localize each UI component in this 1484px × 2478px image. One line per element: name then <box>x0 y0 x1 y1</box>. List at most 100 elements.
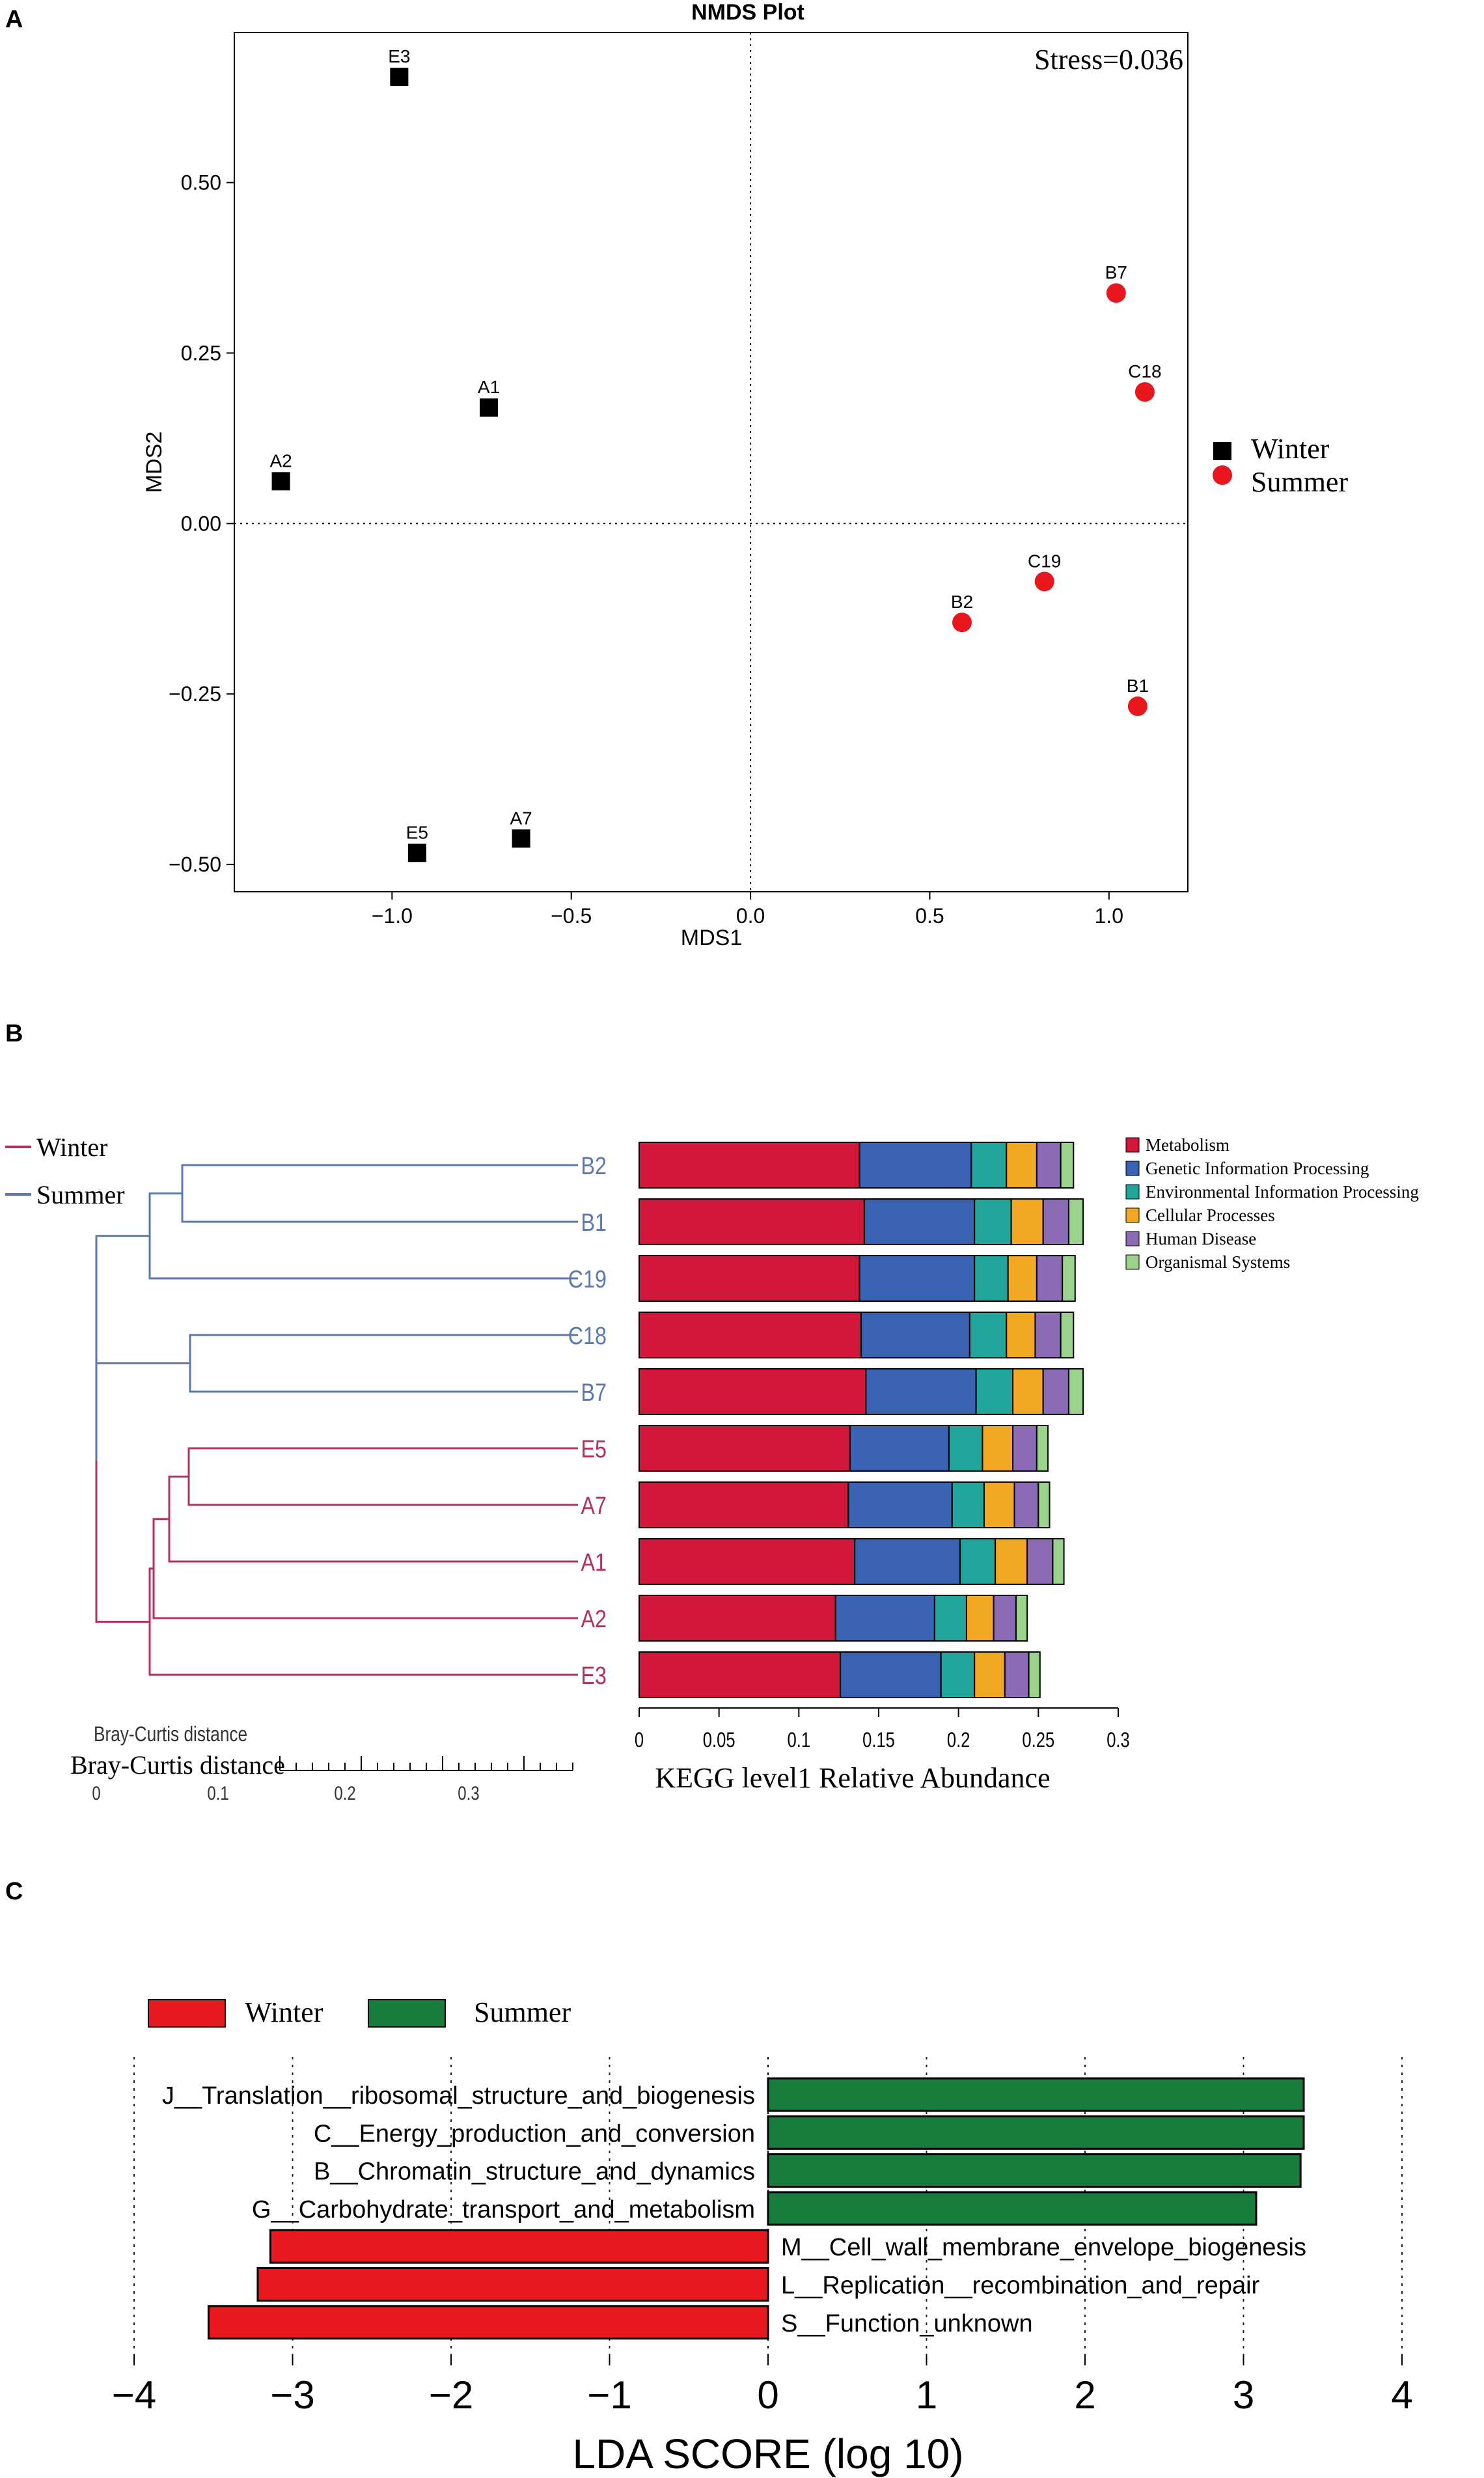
bar-B7-organismal-systems <box>1067 1368 1084 1415</box>
sample-label-B1: B1 <box>581 1209 607 1237</box>
bar-A7-metabolism <box>639 1481 849 1528</box>
legend-swatch <box>1125 1231 1140 1246</box>
sample-label-A7: A7 <box>581 1493 607 1520</box>
bar-B2-metabolism <box>639 1142 860 1189</box>
x-tick-label: 0.5 <box>915 904 944 928</box>
bar-E5-metabolism <box>639 1425 851 1472</box>
legend-summer-text: Summer <box>474 1996 571 2028</box>
point-A7 <box>512 829 530 848</box>
bar-C18-human-disease <box>1034 1312 1062 1358</box>
bar-A1-genetic-information-processing <box>854 1538 961 1585</box>
bar-A2-cellular-processes <box>965 1595 995 1642</box>
legend-winter-text: Winter <box>36 1133 107 1162</box>
y-tick-label: 0.50 <box>181 171 221 194</box>
bar-C18-cellular-processes <box>1006 1312 1036 1358</box>
legend-swatch <box>1125 1207 1140 1223</box>
bar-A2-environmental-information-processing <box>933 1595 967 1642</box>
point-label-A1: A1 <box>478 377 500 397</box>
x-tick-label: 0.15 <box>862 1729 895 1752</box>
legend-label: Cellular Processes <box>1146 1205 1275 1225</box>
bar-E3-organismal-systems <box>1028 1651 1041 1698</box>
panel-a-label: A <box>5 6 23 33</box>
lda-bar-s <box>207 2305 769 2340</box>
bar-C19-metabolism <box>639 1255 860 1302</box>
bar-E3-metabolism <box>639 1651 842 1698</box>
x-tick-label: 0.0 <box>736 904 765 928</box>
dendrogram <box>95 1164 578 1676</box>
lda-bar-label: S__Function_unknown <box>781 2310 1033 2337</box>
bar-A7-human-disease <box>1013 1481 1039 1528</box>
bar-B1-metabolism <box>639 1198 865 1245</box>
point-label-C18: C18 <box>1128 361 1161 381</box>
nmds-legend: Winter Summer <box>1213 433 1348 498</box>
point-label-C19: C19 <box>1028 551 1061 571</box>
bar-B7-metabolism <box>639 1368 867 1415</box>
bar-B2-cellular-processes <box>1006 1142 1037 1189</box>
x-tick-label: 1.0 <box>1095 904 1123 928</box>
point-A2 <box>271 472 290 491</box>
bar-A1-human-disease <box>1026 1538 1054 1585</box>
legend-summer-marker <box>1213 465 1232 485</box>
point-C19 <box>1034 571 1054 592</box>
bar-A1-organismal-systems <box>1052 1538 1065 1585</box>
sample-label-A2: A2 <box>581 1606 607 1633</box>
legend-swatch <box>1125 1137 1140 1153</box>
y-tick-label: −0.25 <box>169 682 221 706</box>
nmds-y-ticks: −0.50 −0.25 0.00 0.25 0.50 <box>169 171 234 876</box>
lda-bar-label: J__Translation__ribosomal_structure_and_… <box>162 2082 755 2110</box>
point-B1 <box>1127 696 1147 717</box>
bar-E3-genetic-information-processing <box>840 1651 942 1698</box>
bar-C18-organismal-systems <box>1060 1312 1075 1358</box>
legend-swatch <box>1125 1254 1140 1270</box>
bar-C18-environmental-information-processing <box>969 1312 1008 1358</box>
sample-label-A1: A1 <box>581 1549 607 1576</box>
bar-A1-metabolism <box>639 1538 856 1585</box>
sample-label-E3: E3 <box>581 1662 607 1690</box>
point-label-B2: B2 <box>951 592 973 612</box>
sample-label-C19: C19 <box>568 1266 607 1293</box>
x-tick-label: −1.0 <box>372 904 413 928</box>
nmds-title: NMDS Plot <box>691 0 804 25</box>
x-tick-label: 0.3 <box>1106 1729 1130 1752</box>
x-tick-label: 2 <box>1074 2373 1095 2417</box>
kegg-x-axis: 0 0.05 0.1 0.15 0.2 0.25 0.3 <box>635 1707 1130 1752</box>
bar-B7-human-disease <box>1042 1368 1069 1415</box>
bar-A2-human-disease <box>993 1595 1017 1642</box>
bar-E5-cellular-processes <box>982 1425 1014 1472</box>
bar-B7-environmental-information-processing <box>975 1368 1014 1415</box>
bar-C18-metabolism <box>639 1312 862 1358</box>
group-legend: Winter Summer <box>5 1133 125 1209</box>
x-tick-label: −4 <box>112 2373 156 2417</box>
bar-B2-organismal-systems <box>1060 1142 1075 1189</box>
y-tick-label: 0.25 <box>181 341 221 365</box>
legend-winter-text: Winter <box>245 1996 323 2028</box>
point-label-E3: E3 <box>388 46 410 66</box>
bar-A1-environmental-information-processing <box>959 1538 996 1585</box>
bar-B2-genetic-information-processing <box>859 1142 972 1189</box>
sample-label-B2: B2 <box>581 1153 607 1180</box>
bar-A1-cellular-processes <box>995 1538 1028 1585</box>
nmds-y-axis-label: MDS2 <box>142 432 167 493</box>
bar-E5-human-disease <box>1012 1425 1037 1472</box>
x-tick-label: 0.25 <box>1022 1729 1054 1752</box>
sample-label-E5: E5 <box>581 1436 607 1463</box>
x-tick-label: 4 <box>1391 2373 1412 2417</box>
legend-winter-swatch <box>148 1999 226 2028</box>
lda-legend: Winter Summer <box>148 1996 571 2028</box>
x-tick-label: 0 <box>635 1729 644 1752</box>
lda-bar-label: M__Cell_wall_membrane_envelope_biogenesi… <box>781 2234 1306 2261</box>
bar-B1-organismal-systems <box>1067 1198 1084 1245</box>
stacked-bars <box>639 1142 1084 1698</box>
bar-B1-environmental-information-processing <box>974 1198 1012 1245</box>
legend-winter-marker <box>1213 442 1231 460</box>
bar-B1-cellular-processes <box>1010 1198 1044 1245</box>
dendrogram-scale: Bray-Curtis distance Bray-Curtis distanc… <box>70 1724 573 1804</box>
bar-B7-cellular-processes <box>1012 1368 1044 1415</box>
scale-bar: 0 0.1 0.2 0.3 <box>92 1756 573 1804</box>
lda-bar-b <box>767 2153 1302 2188</box>
point-B2 <box>952 613 972 633</box>
legend-summer-text: Summer <box>36 1180 125 1209</box>
nmds-x-axis-label: MDS1 <box>681 926 742 950</box>
bar-A7-organismal-systems <box>1037 1481 1051 1528</box>
